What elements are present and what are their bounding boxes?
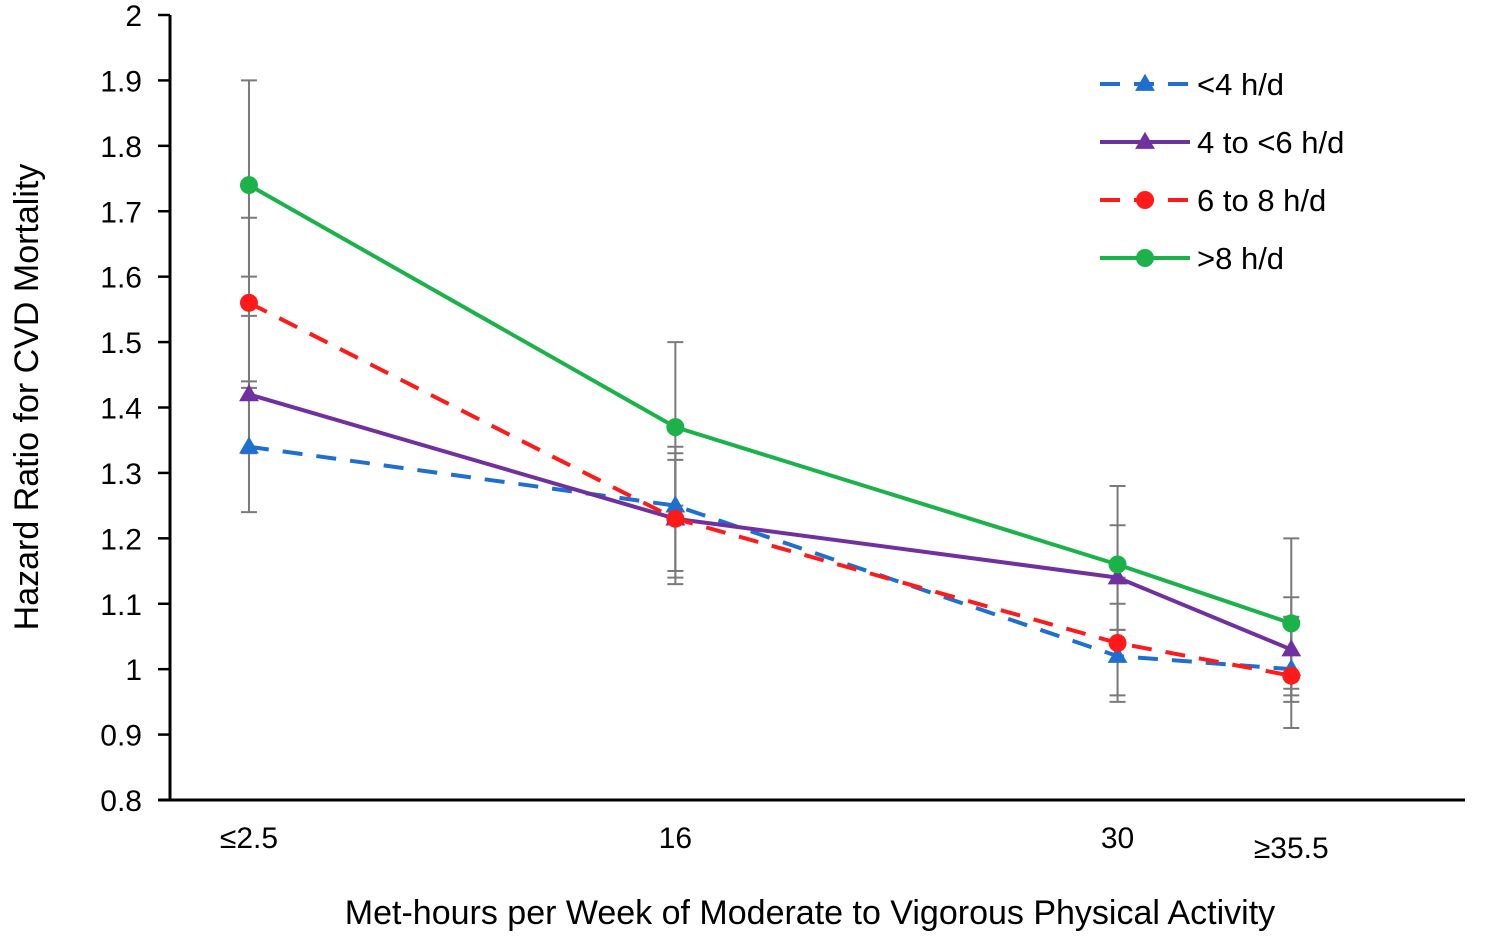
data-point	[239, 176, 258, 195]
data-point	[666, 418, 685, 437]
y-tick-label: 0.9	[100, 720, 142, 753]
data-point	[1282, 614, 1301, 633]
data-point	[1107, 645, 1128, 663]
x-tick-label: ≤2.5	[220, 822, 278, 855]
y-tick-label: 1.1	[100, 589, 142, 622]
data-point	[1135, 73, 1155, 91]
x-tick-label: 30	[1101, 822, 1134, 855]
y-axis-label: Hazard Ratio for CVD Mortality	[8, 164, 46, 631]
y-tick-label: 1.3	[100, 458, 142, 491]
y-tick-label: 1.5	[100, 327, 142, 360]
data-point	[1136, 191, 1154, 209]
legend-label: <4 h/d	[1197, 67, 1284, 102]
y-tick-label: 1.2	[100, 523, 142, 556]
y-tick-label: 1.4	[100, 393, 142, 426]
data-point	[239, 293, 258, 312]
data-point	[1108, 634, 1127, 652]
y-tick-label: 2	[125, 0, 142, 33]
data-point	[1282, 666, 1301, 685]
legend-item: <4 h/d	[1100, 67, 1284, 102]
data-point	[1281, 639, 1302, 657]
y-tick-label: 1	[125, 654, 142, 687]
data-point	[1135, 131, 1155, 149]
y-tick-label: 1.7	[100, 196, 142, 229]
y-tick-label: 1.8	[100, 131, 142, 164]
x-axis-label: Met-hours per Week of Moderate to Vigoro…	[345, 894, 1275, 932]
data-point	[666, 509, 685, 528]
x-tick-label: ≥35.5	[1254, 832, 1329, 865]
markers	[239, 176, 1302, 685]
legend-item: 6 to 8 h/d	[1100, 183, 1326, 218]
series-lines	[247, 183, 1293, 678]
legend-item: >8 h/d	[1100, 241, 1284, 276]
error-bars	[240, 79, 1300, 730]
data-point	[239, 436, 259, 454]
data-point	[1108, 555, 1127, 574]
series-line	[247, 183, 1292, 626]
data-point	[1107, 567, 1128, 585]
legend-label: >8 h/d	[1197, 241, 1284, 276]
y-tick-label: 0.8	[100, 785, 142, 818]
legend-label: 4 to <6 h/d	[1197, 125, 1344, 160]
series-line	[248, 444, 1292, 672]
series-line	[248, 392, 1293, 652]
axes: 0.8 0.9 1 1.1 1.2 1.3 1.4 1.5 1.6 1.7 1.8 1.9 2 ≤2.5 1…	[100, 0, 1465, 865]
data-point	[665, 495, 686, 513]
x-tick-label: 16	[659, 822, 692, 855]
data-point	[239, 384, 259, 402]
series-line	[248, 301, 1292, 678]
legend-item: 4 to <6 h/d	[1100, 125, 1344, 160]
legend: <4 h/d 4 to <6 h/d 6 to 8 h/d >8 h/d	[1100, 67, 1344, 276]
legend-label: 6 to 8 h/d	[1197, 183, 1326, 218]
data-point	[1136, 249, 1154, 267]
y-tick-label: 1.6	[100, 262, 142, 295]
y-tick-label: 1.9	[100, 65, 142, 98]
